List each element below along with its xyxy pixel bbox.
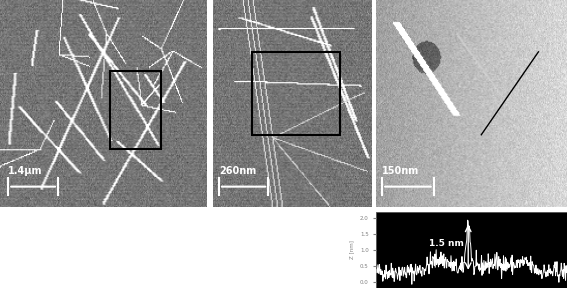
Text: 260nm: 260nm <box>219 166 256 176</box>
Text: 1.4μm: 1.4μm <box>9 166 43 176</box>
Bar <box>109 71 162 149</box>
Bar <box>252 52 340 135</box>
Y-axis label: Z [nm]: Z [nm] <box>349 240 354 259</box>
Text: 150nm: 150nm <box>382 166 420 176</box>
Text: 1.5 nm: 1.5 nm <box>429 239 464 248</box>
